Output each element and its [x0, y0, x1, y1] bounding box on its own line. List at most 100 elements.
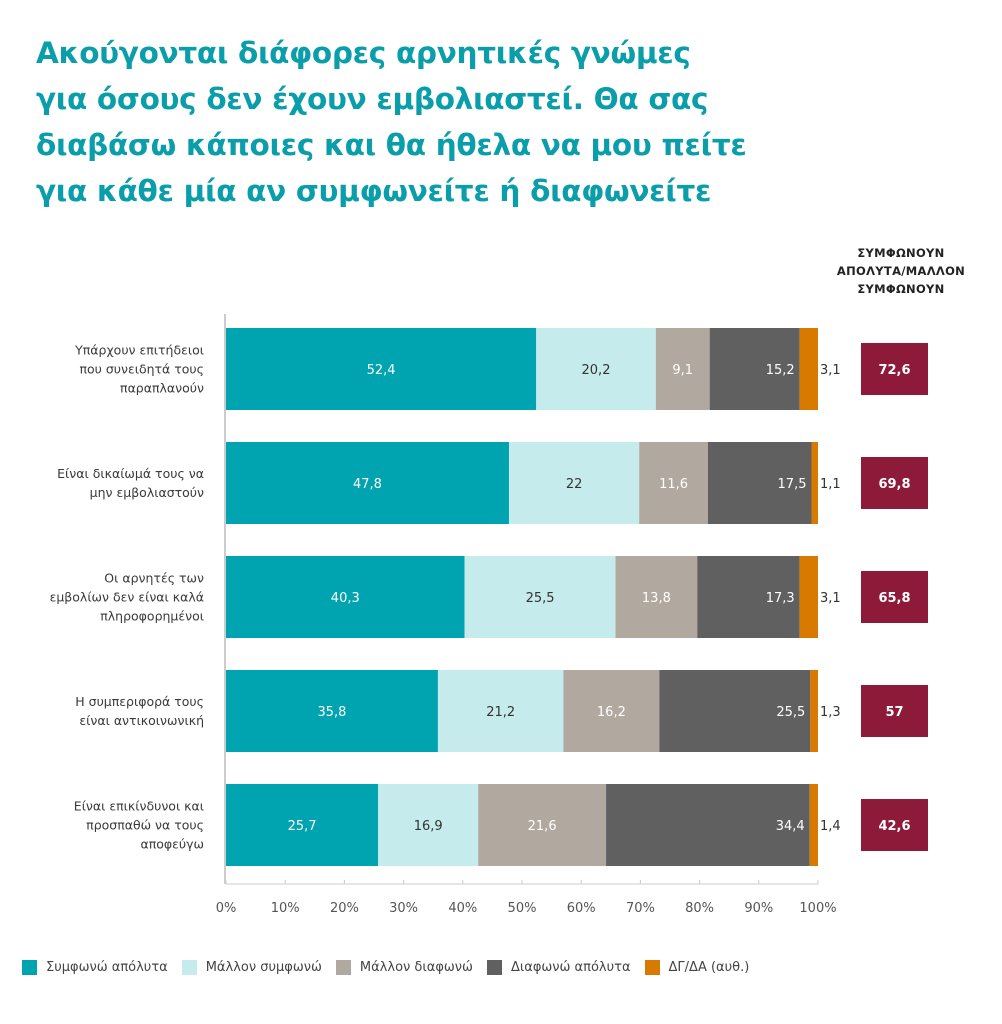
segment-label: 40,3 — [331, 591, 360, 606]
legend-swatch — [181, 960, 197, 975]
x-tick-label: 90% — [744, 901, 773, 916]
category-label-line: Οι αρνητές των — [104, 571, 204, 586]
bar-segment — [709, 328, 800, 410]
segment-label: 22 — [566, 477, 583, 492]
legend-label: Διαφωνώ απόλυτα — [510, 960, 631, 975]
segment-label: 1,3 — [820, 705, 841, 720]
segment-label: 25,5 — [526, 591, 555, 606]
segment-label: 3,1 — [820, 363, 841, 378]
legend-swatch — [335, 960, 351, 975]
category-label-line: προσπαθώ να τους — [86, 818, 204, 833]
bar-segment — [811, 442, 818, 524]
bar-segment — [226, 670, 438, 752]
category-label: Είναι δικαίωμά τους να μην εμβολιαστούν — [57, 466, 204, 500]
total-box — [861, 571, 928, 623]
bar-segment — [655, 328, 710, 410]
bar-segment — [697, 556, 800, 638]
totals-header-line: ΣΥΜΦΩΝΟΥΝ — [857, 246, 945, 260]
bar-segment — [437, 670, 564, 752]
category-label: Οι αρνητές των εμβολίων δεν είναι καλά πλη… — [50, 571, 204, 624]
legend-item: Συμφωνώ απόλυτα — [22, 960, 168, 975]
bar-segment — [226, 784, 379, 866]
bar-segment — [810, 670, 818, 752]
chart-title: Ακούγονται διάφορες αρνητικές γνώμες για… — [36, 30, 796, 214]
category-label: Είναι επικίνδυνοι και προσπαθώ να τους απο… — [74, 799, 204, 852]
stacked-bar-chart: 0% 10% 20% 30% 40% 50% 60% 70% 80% 90% 100% Υπάρχου… — [50, 314, 928, 916]
x-tick-label: 60% — [567, 901, 596, 916]
category-label-line: Είναι δικαίωμά τους να — [57, 466, 204, 481]
segment-label: 21,6 — [528, 819, 557, 834]
bar-segment — [378, 784, 479, 866]
category-label-line: παραπλανούν — [120, 381, 204, 396]
bar-segment — [478, 784, 607, 866]
legend-swatch — [486, 960, 502, 975]
segment-label: 35,8 — [317, 705, 346, 720]
total-value: 69,8 — [878, 477, 910, 492]
segment-label: 13,8 — [642, 591, 671, 606]
category-label-line: πληροφορημένοι — [100, 609, 204, 624]
x-tick-label: 10% — [271, 901, 300, 916]
total-box — [861, 799, 928, 851]
x-tick-label: 80% — [685, 901, 714, 916]
segment-label: 25,7 — [288, 819, 317, 834]
chart-legend: Συμφωνώ απόλυτα Μάλλον συμφωνώ Μάλλον διαφ… — [22, 960, 763, 975]
segment-label: 1,1 — [820, 477, 841, 492]
bar-segment — [226, 442, 509, 524]
category-label: Υπάρχουν επιτήδειοι που συνειδητά τους παρ… — [74, 343, 204, 396]
total-value: 72,6 — [878, 363, 910, 378]
title-line: Ακούγονται διάφορες αρνητικές γνώμες — [36, 36, 691, 70]
totals-column-header: ΣΥΜΦΩΝΟΥΝ ΑΠΟΛΥΤΑ/ΜΑΛΛΟΝ ΣΥΜΦΩΝΟΥΝ — [808, 244, 994, 298]
bar-segment — [659, 670, 811, 752]
totals-header-line: ΣΥΜΦΩΝΟΥΝ — [857, 282, 945, 296]
bar-segment — [464, 556, 616, 638]
bar-segment — [615, 556, 698, 638]
category-label-line: μην εμβολιαστούν — [90, 485, 204, 500]
bar-segment — [799, 556, 818, 638]
legend-item: Διαφωνώ απόλυτα — [486, 960, 631, 975]
bar-segment — [226, 556, 465, 638]
segment-label: 16,9 — [414, 819, 443, 834]
legend-swatch — [22, 960, 37, 975]
x-tick-label: 40% — [448, 901, 477, 916]
legend-label: Συμφωνώ απόλυτα — [46, 960, 168, 975]
totals-header-line: ΑΠΟΛΥΤΑ/ΜΑΛΛΟΝ — [836, 264, 966, 278]
title-line: διαβάσω κάποιες και θα ήθελα να μου πείτ… — [36, 128, 747, 162]
legend-label: Μάλλον διαφωνώ — [359, 960, 473, 975]
bar-segment — [536, 328, 656, 410]
title-line: για κάθε μία αν συμφωνείτε ή διαφωνείτε — [36, 174, 712, 208]
total-box — [861, 685, 928, 737]
bar-segment — [606, 784, 810, 866]
bar-segment — [707, 442, 812, 524]
bar-segment — [639, 442, 708, 524]
title-line: για όσους δεν έχουν εμβολιαστεί. Θα σας — [36, 82, 709, 116]
category-label-line: είναι αντικοινωνική — [79, 713, 204, 728]
segment-label: 1,4 — [820, 819, 841, 834]
legend-label: ΔΓ/ΔΑ (αυθ.) — [668, 960, 750, 975]
bar-segment — [226, 328, 537, 410]
category-label-line: που συνειδητά τους — [79, 362, 204, 377]
total-value: 57 — [885, 705, 903, 720]
category-label-line: Είναι επικίνδυνοι και — [74, 799, 204, 814]
legend-item: Μάλλον συμφωνώ — [181, 960, 322, 975]
x-tick-label: 20% — [330, 901, 359, 916]
legend-label: Μάλλον συμφωνώ — [205, 960, 322, 975]
segment-label: 21,2 — [486, 705, 515, 720]
segment-label: 25,5 — [776, 705, 805, 720]
total-box — [861, 343, 928, 395]
category-label-line: Η συμπεριφορά τους — [75, 694, 204, 709]
bar-segment — [563, 670, 660, 752]
bar-segment — [799, 328, 818, 410]
segment-label: 16,2 — [597, 705, 626, 720]
x-tick-label: 50% — [508, 901, 537, 916]
legend-item: Μάλλον διαφωνώ — [335, 960, 473, 975]
segment-label: 15,2 — [766, 363, 795, 378]
segment-label: 34,4 — [776, 819, 805, 834]
category-label-line: Υπάρχουν επιτήδειοι — [74, 343, 204, 358]
x-tick-label: 100% — [799, 901, 836, 916]
category-label-line: αποφεύγω — [140, 837, 204, 852]
bar-segment — [508, 442, 640, 524]
x-tick-label: 70% — [626, 901, 655, 916]
legend-swatch — [644, 960, 660, 975]
segment-label: 11,6 — [659, 477, 688, 492]
segment-label: 9,1 — [672, 363, 693, 378]
